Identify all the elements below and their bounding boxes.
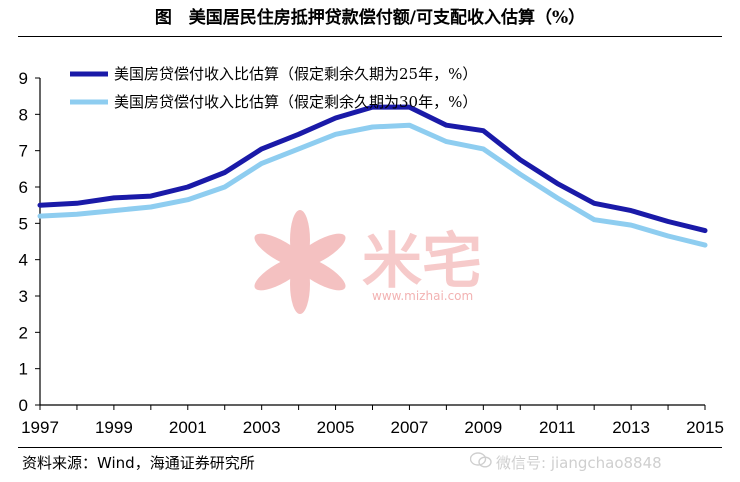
source-note: 资料来源：Wind，海通证券研究所 <box>22 454 255 472</box>
y-tick-label: 2 <box>19 323 28 342</box>
chart-legend: 美国房贷偿付收入比估算（假定剩余久期为25年，%） 美国房贷偿付收入比估算（假定剩… <box>70 65 477 111</box>
x-tick-label: 2011 <box>539 418 576 437</box>
series-line-30y <box>37 122 708 248</box>
x-tick-label: 1999 <box>95 418 133 437</box>
figure-title: 图 美国居民住房抵押贷款偿付额/可支配收入估算（%） <box>154 8 586 28</box>
y-tick-label: 3 <box>19 287 28 306</box>
x-tick-label: 2015 <box>686 418 724 437</box>
series-line-25y <box>37 104 708 234</box>
mizhai-watermark: 米宅 www.mizhai.com <box>254 210 482 314</box>
y-tick-label: 7 <box>19 142 28 161</box>
x-tick-label: 2013 <box>612 418 650 437</box>
y-tick-label: 0 <box>19 396 28 415</box>
x-tick-label: 2005 <box>317 418 355 437</box>
y-tick-label: 4 <box>19 251 28 270</box>
chart-axes: 0 1 2 3 4 5 6 7 8 9 1997 1999 2001 2003 2005 2007 2009 20… <box>19 69 724 437</box>
y-tick-label: 1 <box>19 360 28 379</box>
legend-label-25y: 美国房贷偿付收入比估算（假定剩余久期为25年，%） <box>114 65 477 83</box>
x-tick-label: 2007 <box>391 418 429 437</box>
mizhai-logo-icon <box>254 210 346 314</box>
y-tick-label: 5 <box>19 214 28 233</box>
x-tick-label: 2003 <box>243 418 281 437</box>
x-tick-label: 2009 <box>464 418 502 437</box>
mizhai-watermark-url: www.mizhai.com <box>372 289 473 303</box>
chart-series <box>37 104 708 248</box>
y-tick-label: 6 <box>19 178 28 197</box>
wechat-id: 微信号: jiangchao8848 <box>496 454 662 472</box>
y-tick-label: 8 <box>19 105 28 124</box>
y-tick-label: 9 <box>19 69 28 88</box>
title-divider <box>18 36 722 37</box>
wechat-icon <box>469 452 492 472</box>
x-tick-label: 1997 <box>21 418 59 437</box>
mizhai-watermark-text: 米宅 <box>362 227 482 297</box>
legend-label-30y: 美国房贷偿付收入比估算（假定剩余久期为30年，%） <box>114 93 477 111</box>
wechat-watermark: 微信号: jiangchao8848 <box>469 452 662 473</box>
footer-divider <box>18 447 722 448</box>
x-tick-label: 2001 <box>169 418 207 437</box>
